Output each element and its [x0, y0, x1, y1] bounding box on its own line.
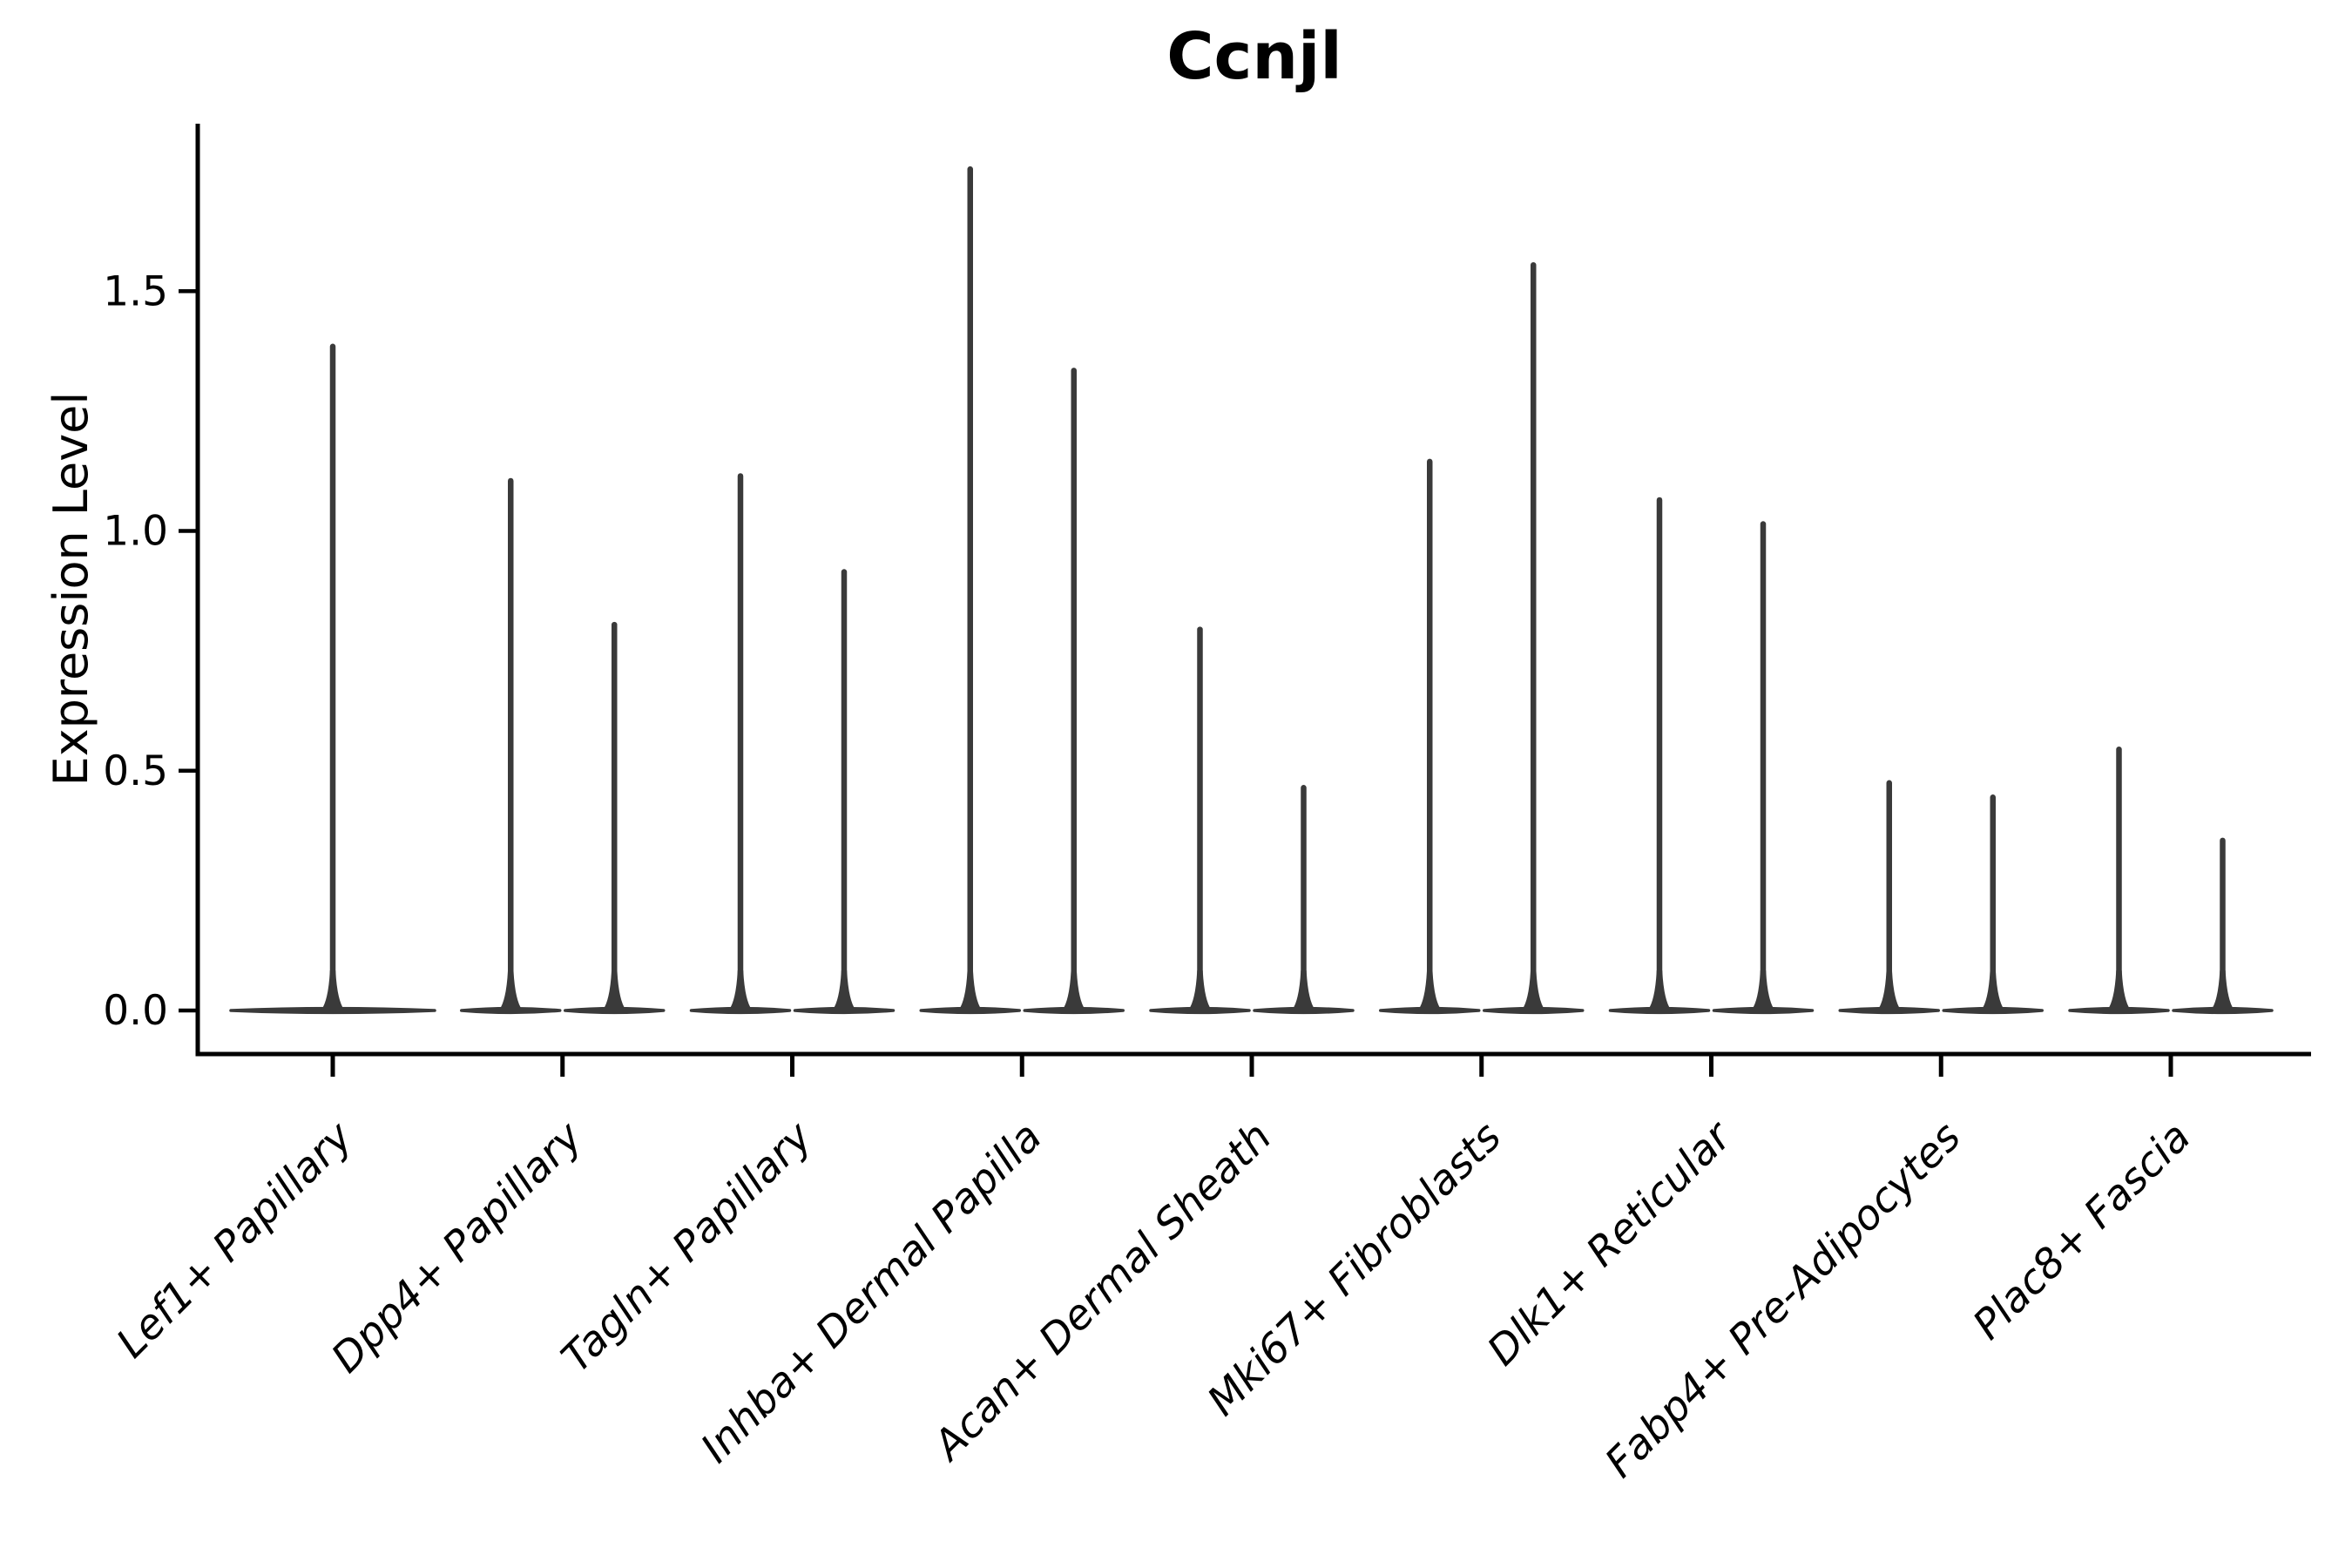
violin-tagln-papillary-2 [793, 569, 896, 1015]
violin-acan-dermal-sheath-1 [1149, 626, 1251, 1015]
violin-group-dpp4-papillary [460, 477, 666, 1015]
violin-dpp4-papillary-1 [460, 477, 562, 1015]
violin-tagln-papillary-1 [689, 473, 792, 1015]
violin-dlk1-reticular-2 [1712, 521, 1815, 1015]
y-tick-label-0.5: 0.5 [103, 747, 168, 795]
x-tick-label-plac8-fascia: Plac8+ Fascia [1963, 1113, 2200, 1349]
x-tick-label-dpp4-papillary: Dpp4+ Papillary [322, 1112, 592, 1382]
violin-fabp4-pre-adipocytes-2 [1942, 794, 2044, 1015]
violin-plac8-fascia-1 [2068, 746, 2170, 1015]
violin-group-dlk1-reticular [1608, 497, 1815, 1015]
violin-dlk1-reticular-1 [1608, 497, 1711, 1015]
violin-group-lef1-papillary [229, 343, 436, 1015]
violins-layer [229, 166, 2274, 1015]
violin-fabp4-pre-adipocytes-1 [1838, 780, 1940, 1015]
y-tick-label-0.0: 0.0 [103, 987, 168, 1035]
violin-inhba-dermal-papilla-1 [919, 166, 1021, 1015]
y-axis-label: Expression Level [44, 392, 98, 787]
violin-group-mki67-fibroblasts [1379, 261, 1585, 1015]
violin-acan-dermal-sheath-2 [1253, 785, 1355, 1015]
violin-dpp4-papillary-2 [564, 621, 666, 1015]
y-tick-label-1.5: 1.5 [103, 267, 168, 315]
violin-mki67-fibroblasts-1 [1379, 458, 1481, 1015]
violin-mki67-fibroblasts-2 [1483, 261, 1585, 1015]
x-tick-label-tagln-papillary: Tagln+ Papillary [552, 1112, 822, 1382]
violin-plac8-fascia-2 [2172, 837, 2274, 1015]
violin-group-tagln-papillary [689, 473, 896, 1015]
violin-group-fabp4-pre-adipocytes [1838, 780, 2044, 1015]
x-tick-label-dlk1-reticular: Dlk1+ Reticular [1478, 1112, 1742, 1375]
y-tick-label-1.0: 1.0 [103, 508, 168, 556]
x-tick-label-lef1-papillary: Lef1+ Papillary [107, 1112, 362, 1368]
chart-title: Ccnjl [1166, 19, 1342, 94]
violin-group-inhba-dermal-papilla [919, 166, 1125, 1015]
violin-inhba-dermal-papilla-2 [1023, 368, 1125, 1015]
violin-group-acan-dermal-sheath [1149, 626, 1355, 1015]
violin-group-plac8-fascia [2068, 746, 2274, 1015]
violin-lef1-papillary-1 [229, 343, 436, 1015]
